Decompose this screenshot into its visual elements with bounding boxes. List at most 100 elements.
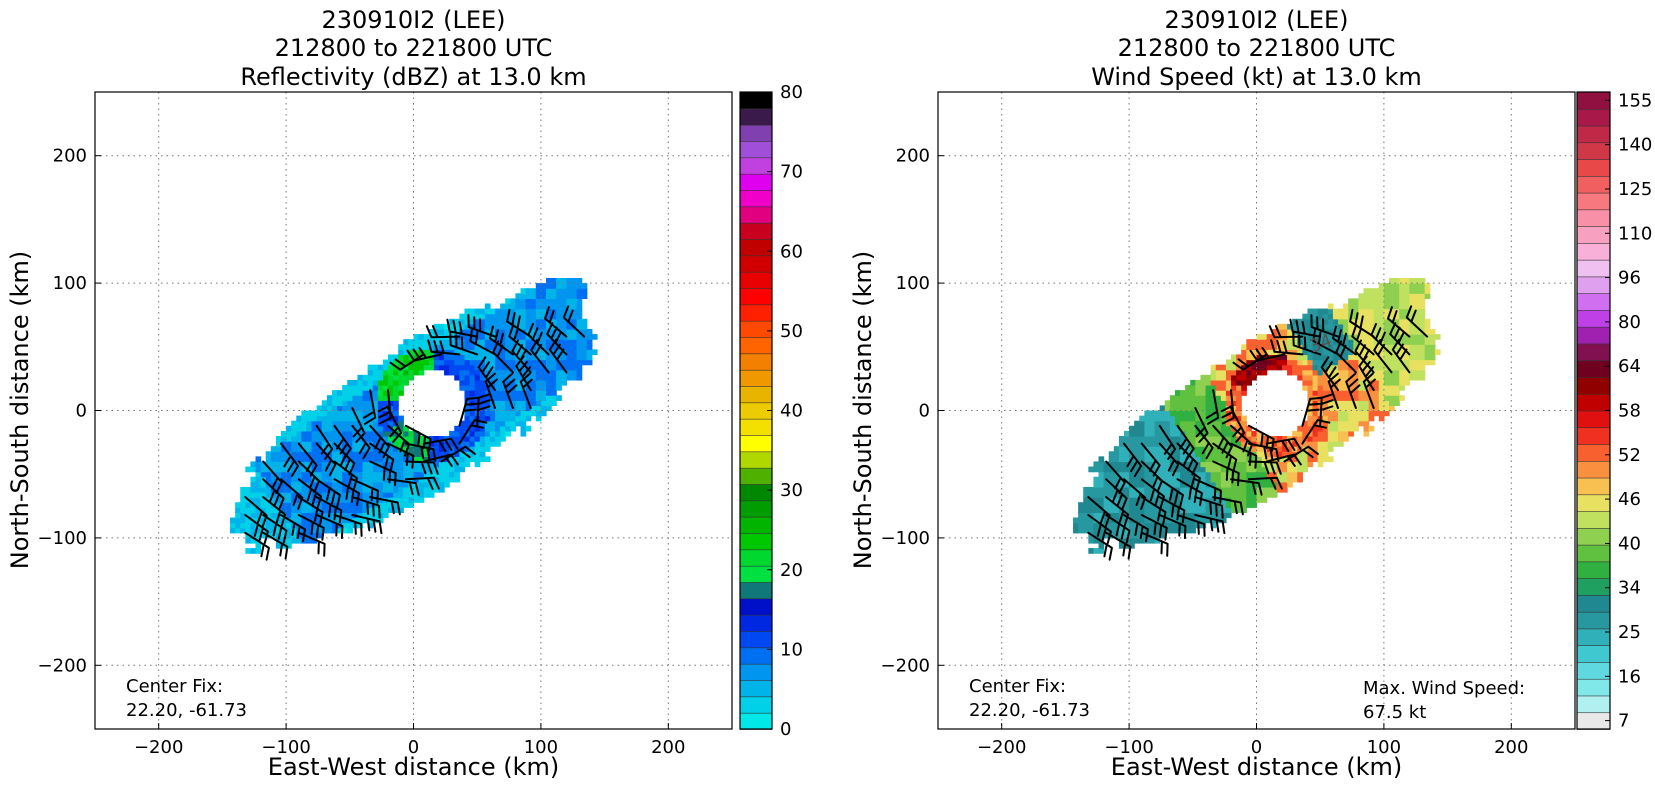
field-cell xyxy=(1231,497,1237,503)
field-cell xyxy=(474,435,481,442)
field-cell xyxy=(1251,502,1258,508)
field-cell xyxy=(1180,466,1186,473)
field-cell xyxy=(469,441,476,447)
field-cell xyxy=(484,400,491,407)
field-cell xyxy=(1378,379,1385,386)
field-cell xyxy=(1261,359,1268,366)
field-cell xyxy=(525,293,532,299)
field-cell xyxy=(561,334,567,340)
field-cell xyxy=(1429,328,1436,335)
field-cell xyxy=(306,497,313,503)
field-cell xyxy=(1414,349,1421,356)
field-cell xyxy=(1281,446,1288,452)
field-cell xyxy=(1231,374,1237,381)
field-cell xyxy=(1348,344,1354,350)
field-cell xyxy=(1113,507,1120,514)
field-cell xyxy=(286,537,292,544)
field-cell xyxy=(500,395,506,401)
field-cell xyxy=(530,400,537,407)
field-cell xyxy=(1363,334,1370,340)
field-cell xyxy=(316,435,323,442)
field-cell xyxy=(1266,334,1273,340)
field-cell xyxy=(1302,430,1309,437)
field-cell xyxy=(469,354,476,361)
field-cell xyxy=(1404,323,1410,330)
field-cell xyxy=(260,507,267,514)
field-cell xyxy=(1419,364,1426,371)
field-cell xyxy=(505,334,511,340)
field-cell xyxy=(1129,527,1135,534)
wind-barb xyxy=(1176,424,1195,460)
field-cell xyxy=(337,466,343,473)
field-cell xyxy=(413,466,420,473)
field-cell xyxy=(388,364,394,371)
field-cell xyxy=(571,354,578,361)
field-cell xyxy=(1327,323,1334,330)
field-cell xyxy=(1409,349,1416,356)
field-cell xyxy=(1338,334,1344,340)
field-cell xyxy=(1093,527,1100,534)
field-cell xyxy=(1139,537,1145,544)
field-cell xyxy=(545,283,552,289)
wind-barb xyxy=(1268,325,1304,339)
field-cell xyxy=(342,476,348,483)
colorbar-segment xyxy=(1576,460,1611,479)
field-cell xyxy=(311,532,318,539)
field-cell xyxy=(301,512,308,519)
field-cell xyxy=(393,461,399,468)
wind-barb xyxy=(1247,424,1275,452)
field-cell xyxy=(357,441,364,447)
field-cell xyxy=(352,390,359,396)
field-cell xyxy=(1302,374,1309,381)
colorbar-segment xyxy=(739,222,773,240)
field-cell xyxy=(306,410,313,417)
field-cell xyxy=(316,441,323,447)
field-cell xyxy=(352,486,359,493)
field-cell xyxy=(556,374,562,381)
wind-barb xyxy=(1270,339,1304,356)
field-cell xyxy=(1368,323,1375,330)
wind-barb xyxy=(1292,332,1322,356)
field-cell xyxy=(1399,374,1405,381)
field-cell xyxy=(306,415,313,422)
field-cell xyxy=(1409,339,1416,345)
field-cell xyxy=(1205,400,1212,407)
field-cell xyxy=(1388,313,1395,320)
field-cell xyxy=(1332,318,1339,325)
x-tick-label: 0 xyxy=(1251,737,1262,758)
field-cell xyxy=(1292,430,1298,437)
field-cell xyxy=(500,308,506,315)
field-cell xyxy=(1164,410,1171,417)
field-cell xyxy=(1312,430,1319,437)
field-cell xyxy=(1164,466,1171,473)
field-cell xyxy=(1200,410,1207,417)
field-cell xyxy=(545,354,552,361)
wind-barb xyxy=(369,496,401,516)
field-cell xyxy=(1225,415,1232,422)
field-cell xyxy=(301,435,308,442)
field-cell xyxy=(1113,461,1120,468)
field-cell xyxy=(1144,451,1151,457)
field-cell xyxy=(1312,425,1319,432)
field-cell xyxy=(1093,461,1100,468)
field-cell xyxy=(1388,405,1395,412)
field-cell xyxy=(495,379,501,386)
field-cell xyxy=(1348,415,1354,422)
field-cell xyxy=(1210,507,1217,514)
field-cell xyxy=(301,441,308,447)
field-cell xyxy=(1388,283,1395,289)
wind-barb xyxy=(369,460,397,487)
field-cell xyxy=(1083,497,1089,503)
field-cell xyxy=(1098,527,1105,534)
field-cell xyxy=(1185,507,1191,514)
field-cell xyxy=(1271,359,1278,366)
field-cell xyxy=(1322,390,1329,396)
wind-barb xyxy=(1247,476,1283,490)
field-cell xyxy=(495,420,501,427)
field-cell xyxy=(449,476,455,483)
field-cell xyxy=(1256,359,1263,366)
field-cell xyxy=(1363,415,1370,422)
field-cell xyxy=(1205,374,1212,381)
field-cell xyxy=(1404,308,1410,315)
field-cell xyxy=(1322,441,1329,447)
